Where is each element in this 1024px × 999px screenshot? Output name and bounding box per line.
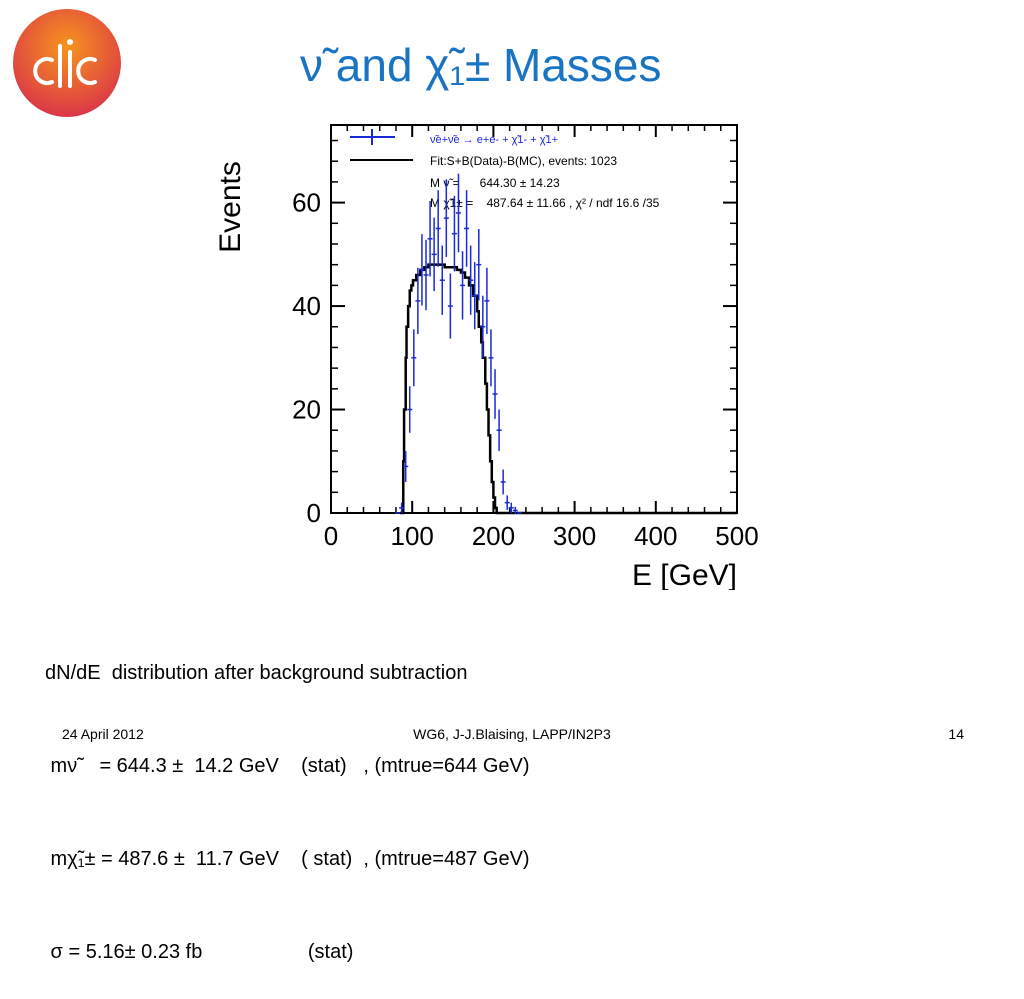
footer-page-number: 14 xyxy=(948,726,964,742)
fit-curve xyxy=(400,263,737,515)
x-tick-label: 400 xyxy=(634,521,677,551)
notes-line-3: mχ̃₁± = 487.6 ± 11.7 GeV ( stat) , (mtru… xyxy=(45,848,530,870)
x-tick-label: 100 xyxy=(391,521,434,551)
slide-title: ν̃ and χ̃₁± Masses xyxy=(300,39,662,91)
legend-fit-label: Fit:S+B(Data)-B(MC), events: 1023 xyxy=(430,154,617,168)
y-axis-label: Events xyxy=(214,161,247,253)
notes-line-4: σ = 5.16± 0.23 fb (stat) xyxy=(45,941,354,963)
x-tick-label: 0 xyxy=(324,521,338,551)
x-tick-label: 300 xyxy=(553,521,596,551)
notes-line-2: mν̃ = 644.3 ± 14.2 GeV (stat) , (mtrue=6… xyxy=(45,755,530,777)
x-tick-labels: 0 100 200 300 400 500 xyxy=(324,521,759,551)
footer-date: 24 April 2012 xyxy=(62,726,144,742)
footer-author: WG6, J-J.Blaising, LAPP/IN2P3 xyxy=(413,726,611,742)
x-tick-label: 200 xyxy=(472,521,515,551)
x-tick-label: 500 xyxy=(715,521,758,551)
y-tick-labels: 0 20 40 60 xyxy=(292,188,321,528)
y-tick-label: 40 xyxy=(292,291,321,321)
clic-logo xyxy=(13,9,121,117)
x-axis-label: E [GeV] xyxy=(632,559,737,590)
fit-param-chargino-mass: M χ̃1± = 487.64 ± 11.66 , χ² / ndf 16.6 … xyxy=(430,196,660,210)
y-tick-label: 60 xyxy=(292,188,321,218)
fit-param-sneutrino-mass: M ν̃ = 644.30 ± 14.23 xyxy=(430,176,560,190)
mass-distribution-chart: 0 100 200 300 400 500 0 20 40 60 E [GeV] Events … xyxy=(200,115,780,590)
y-tick-label: 20 xyxy=(292,395,321,425)
slide-notes: dN/dE distribution after background subt… xyxy=(45,596,530,999)
legend-data-label: ν̃e+ν̃e → e+e- + χ̃1- + χ̃1+ xyxy=(430,134,558,146)
notes-line-1: dN/dE distribution after background subt… xyxy=(45,662,468,684)
y-tick-label: 0 xyxy=(307,498,321,528)
axis-ticks xyxy=(330,125,738,514)
legend: ν̃e+ν̃e → e+e- + χ̃1- + χ̃1+ Fit:S+B(Dat… xyxy=(350,129,660,210)
data-points xyxy=(395,173,522,515)
